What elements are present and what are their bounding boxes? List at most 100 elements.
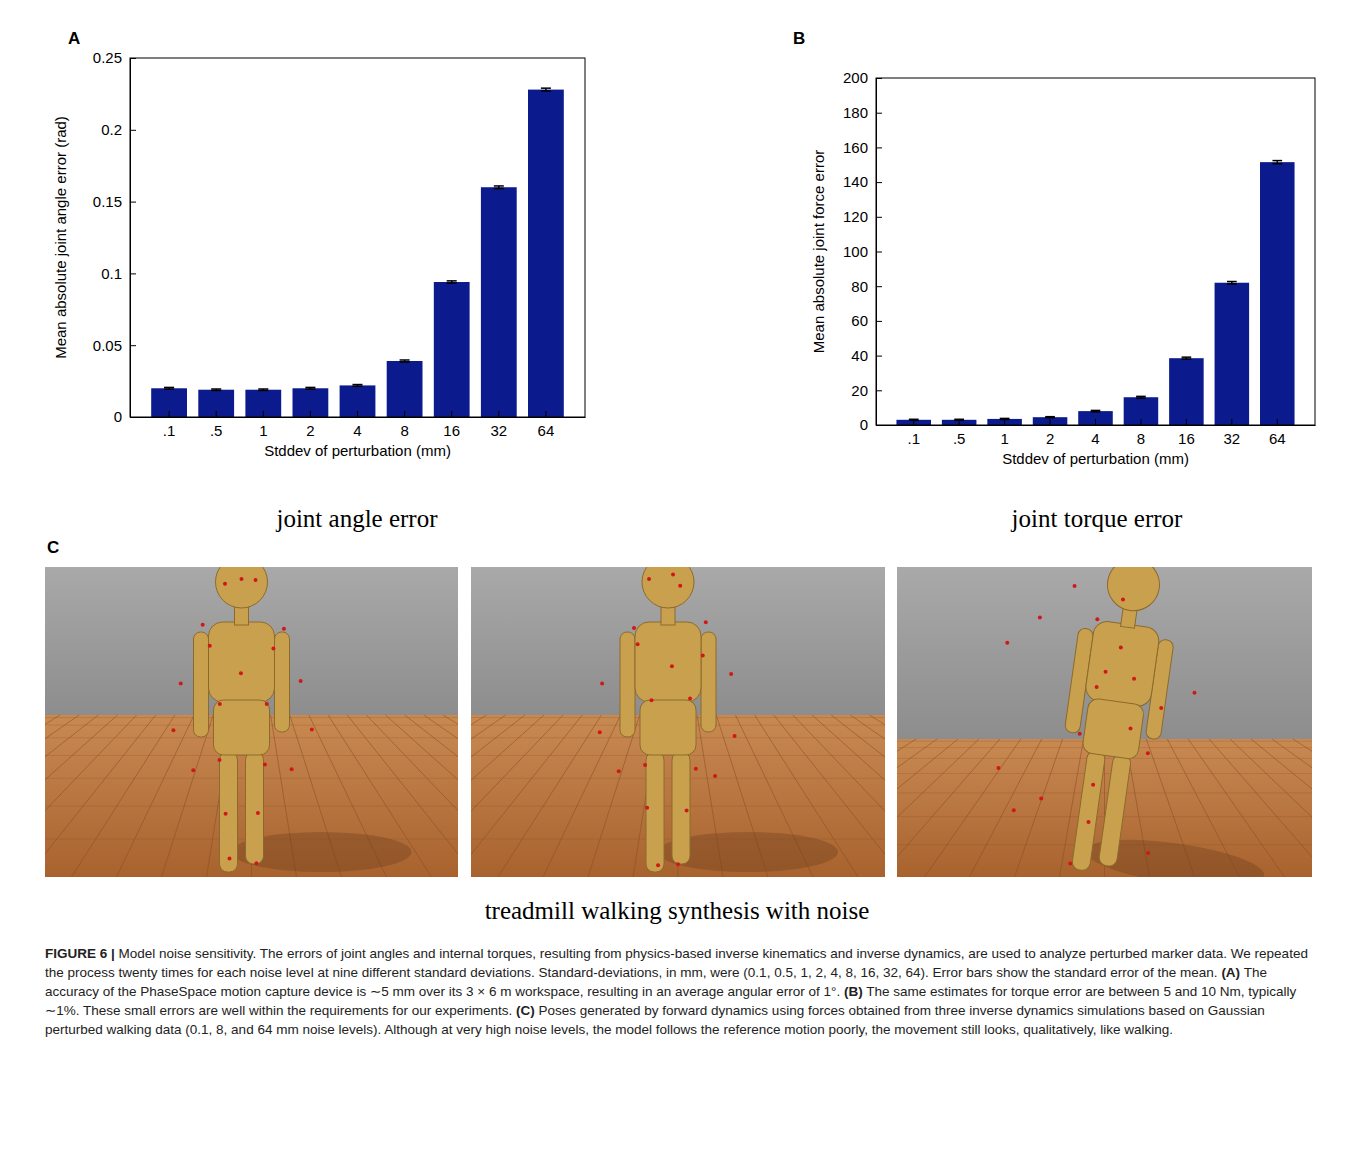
x-tick-label: 8 xyxy=(400,422,408,439)
x-tick: .1 xyxy=(163,411,176,439)
arm xyxy=(275,632,290,732)
marker-dot xyxy=(1087,820,1091,824)
marker-dot xyxy=(1095,617,1099,621)
y-tick-label: 0.25 xyxy=(93,49,122,66)
leg xyxy=(646,752,664,872)
torso xyxy=(635,622,701,702)
marker-dot xyxy=(688,696,692,700)
marker-dot xyxy=(218,702,222,706)
floor-board xyxy=(498,715,601,877)
y-tick-mark xyxy=(130,58,136,59)
marker-dot xyxy=(254,578,258,582)
error-bar xyxy=(1136,396,1146,398)
error-bar-cap xyxy=(1272,163,1282,165)
arm xyxy=(701,632,716,732)
x-tick-label: 64 xyxy=(538,422,555,439)
x-tick-label: 1 xyxy=(259,422,267,439)
y-tick: 180 xyxy=(843,104,882,121)
marker-dot xyxy=(632,626,636,630)
y-tick-label: 140 xyxy=(843,173,868,190)
marker-dot xyxy=(647,577,651,581)
x-tick-label: .1 xyxy=(163,422,176,439)
x-tick-label: 4 xyxy=(353,422,361,439)
x-tick: 32 xyxy=(1223,419,1240,447)
x-axis-line xyxy=(131,417,586,418)
error-bar xyxy=(400,360,410,362)
x-axis-title: Stddev of perturbation (mm) xyxy=(264,442,451,459)
panel-letter: C xyxy=(47,538,59,557)
marker-dot xyxy=(239,671,243,675)
floor-board xyxy=(471,715,582,877)
error-bar-cap xyxy=(1227,283,1237,285)
error-bar xyxy=(1272,161,1282,164)
marker-dot xyxy=(996,766,1000,770)
y-axis: 020406080100120140160180200 xyxy=(843,69,882,433)
bars xyxy=(896,161,1294,425)
x-tick-label: 1 xyxy=(1000,430,1008,447)
y-tick: 60 xyxy=(851,312,882,329)
leg xyxy=(1098,754,1131,867)
floor-board xyxy=(543,715,621,877)
x-tick: 4 xyxy=(1091,419,1099,447)
marker-dot xyxy=(694,767,698,771)
marker-dot xyxy=(179,682,183,686)
marker-dot xyxy=(271,647,275,651)
x-tick-mark xyxy=(451,411,452,417)
y-tick-mark xyxy=(876,321,882,322)
floor-board xyxy=(1015,739,1063,877)
chart-panel: B020406080100120140160180200.1.512481632… xyxy=(793,29,1316,532)
x-tick: 64 xyxy=(538,411,555,439)
floor-board xyxy=(1293,739,1312,877)
x-tick: 4 xyxy=(353,411,361,439)
y-tick: 20 xyxy=(851,382,882,399)
marker-dot xyxy=(733,734,737,738)
marker-dot xyxy=(636,642,640,646)
marker-dot xyxy=(208,644,212,648)
y-tick: 160 xyxy=(843,139,882,156)
error-bar xyxy=(1227,282,1237,284)
y-tick-label: 200 xyxy=(843,69,868,86)
floor-board xyxy=(1230,739,1312,877)
bar xyxy=(1033,417,1068,425)
floor-board xyxy=(850,715,885,877)
error-bar-cap xyxy=(447,280,457,282)
neck xyxy=(235,607,249,625)
leg xyxy=(220,752,238,872)
y-tick-label: 0.1 xyxy=(101,265,122,282)
x-tick-label: 8 xyxy=(1137,430,1145,447)
floor-board xyxy=(162,715,214,877)
marker-dot xyxy=(310,727,314,731)
y-axis-line xyxy=(130,59,131,418)
x-tick: .5 xyxy=(953,419,966,447)
y-tick: 0 xyxy=(114,408,136,425)
error-bar xyxy=(447,281,457,283)
x-tick: 16 xyxy=(1178,419,1195,447)
y-tick-mark xyxy=(130,273,136,274)
y-tick-mark xyxy=(130,345,136,346)
x-tick-label: .5 xyxy=(953,430,966,447)
marker-dot xyxy=(701,654,705,658)
x-tick-label: 64 xyxy=(1269,430,1286,447)
plot-frame xyxy=(876,78,1315,425)
plot-frame xyxy=(130,58,585,417)
marker-dot xyxy=(1146,751,1150,755)
marker-dot xyxy=(171,728,175,732)
y-tick: 40 xyxy=(851,347,882,364)
x-tick-mark xyxy=(1231,419,1232,425)
x-tick: 16 xyxy=(443,411,460,439)
x-tick-mark xyxy=(263,411,264,417)
bar xyxy=(987,419,1022,425)
floor-board xyxy=(897,739,937,877)
marker-dot xyxy=(598,730,602,734)
error-bar-cap xyxy=(1091,410,1101,412)
x-tick-label: 16 xyxy=(443,422,460,439)
y-axis: 00.050.10.150.20.25 xyxy=(93,49,136,425)
floor-board xyxy=(443,715,458,877)
x-tick-mark xyxy=(1004,419,1005,425)
error-bar xyxy=(211,389,221,390)
marker-dot xyxy=(1119,645,1123,649)
y-axis-title: Mean absolute joint angle error (rad) xyxy=(52,116,69,359)
marker-dot xyxy=(670,664,674,668)
marker-dot xyxy=(1192,691,1196,695)
marker-dot xyxy=(600,681,604,685)
